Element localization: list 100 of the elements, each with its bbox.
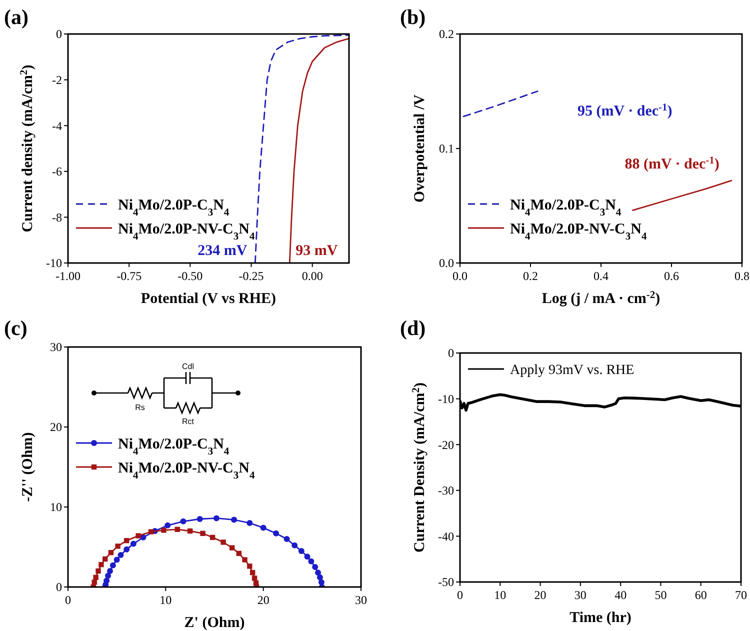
point	[92, 580, 97, 585]
x-tick-label: 70	[735, 588, 747, 602]
point	[136, 533, 141, 538]
point	[196, 516, 203, 522]
y-tick-label: -50	[438, 575, 454, 590]
x-axis-title: Potential (V vs RHE)	[140, 291, 276, 307]
point	[260, 524, 266, 531]
y-tick-label: -4	[52, 118, 62, 133]
point	[220, 540, 226, 545]
point	[104, 578, 110, 584]
annotation: Rs	[135, 403, 145, 412]
y-tick-label: -6	[52, 164, 62, 179]
x-tick-label: 0.00	[302, 269, 323, 283]
x-tick-label: -1.00	[56, 269, 80, 283]
point	[292, 542, 298, 548]
x-axis-title: Z' (Ohm)	[184, 615, 245, 631]
annotation: 234 mV	[198, 243, 248, 259]
x-tick-label: 0.4	[594, 269, 608, 283]
chart-title: (d)	[400, 316, 426, 340]
legend-label: Ni$_{4}$Mo/2.0P-C$_{3}$N$_{4}$	[118, 197, 230, 218]
point	[200, 530, 206, 536]
point	[164, 522, 171, 528]
x-tick-label: 20	[257, 593, 270, 607]
x-axis-title: Log (j / mA · cm$^{-2}$)	[542, 290, 660, 307]
legend-label: Ni$_{4}$Mo/2.0P-NV-C$_{3}$N$_{4}$	[510, 221, 648, 242]
y-tick-label: -40	[438, 529, 454, 544]
point	[98, 562, 104, 568]
line-series	[632, 180, 732, 212]
x-tick-label: 0	[65, 593, 71, 607]
legend-label: Apply 93mV vs. RHE	[510, 362, 634, 378]
point	[93, 574, 98, 580]
x-axis-title: Time (hr)	[570, 610, 632, 626]
x-tick-label: 40	[614, 588, 627, 602]
y-tick-label: 0.1	[439, 142, 454, 156]
point	[315, 570, 322, 576]
x-tick-label: 0	[457, 588, 463, 602]
line-series	[288, 38, 349, 263]
line-series	[254, 34, 349, 263]
x-tick-label: 30	[355, 593, 367, 607]
point	[304, 554, 310, 560]
y-tick-label: -2	[52, 73, 62, 87]
x-tick-label: 0.2	[523, 269, 538, 283]
point	[247, 564, 252, 569]
legend-label: Ni$_{4}$Mo/2.0P-NV-C$_{3}$N$_{4}$	[118, 221, 256, 242]
chart-title: (b)	[400, 5, 426, 29]
y-tick-label: -10	[46, 256, 62, 270]
y-tick-label: -20	[438, 438, 454, 452]
point	[161, 528, 166, 533]
y-tick-label: 0	[56, 27, 62, 42]
y-tick-label: 20	[50, 420, 62, 434]
chart-title: (c)	[4, 316, 28, 340]
x-tick-label: 50	[654, 588, 667, 602]
legend-label: Ni$_{4}$Mo/2.0P-C$_{3}$N$_{4}$	[510, 197, 622, 218]
x-tick-label: -0.50	[178, 269, 203, 283]
point	[187, 528, 193, 534]
point	[246, 520, 253, 526]
annotation: 95 (mV · dec$^{-1}$)	[578, 102, 672, 120]
legend-label: Ni$_{4}$Mo/2.0P-C$_{3}$N$_{4}$	[118, 436, 230, 457]
x-tick-label: 30	[574, 588, 586, 602]
point	[229, 545, 235, 550]
point	[124, 546, 130, 552]
point	[308, 558, 314, 564]
point	[210, 534, 216, 540]
point	[316, 574, 323, 580]
point	[180, 518, 186, 524]
point	[284, 536, 290, 542]
point	[252, 576, 258, 581]
point	[105, 572, 112, 579]
point	[298, 548, 304, 554]
y-axis-title: -Z'' (Ohm)	[20, 432, 36, 502]
point	[236, 550, 242, 556]
x-tick-label: 10	[494, 588, 506, 602]
y-tick-label: -8	[52, 210, 62, 224]
point	[102, 556, 108, 562]
chart-title: (a)	[4, 5, 28, 29]
x-tick-label: 60	[694, 588, 707, 602]
point	[114, 556, 120, 563]
x-tick-label: 20	[534, 588, 546, 602]
point	[231, 516, 238, 523]
x-tick-label: 0.6	[664, 269, 679, 283]
annotation: 93 mV	[296, 243, 338, 259]
x-tick-label: 0.0	[452, 269, 468, 283]
y-tick-label: 0	[448, 346, 454, 360]
point	[115, 544, 120, 549]
annotation: Rct	[182, 417, 195, 426]
y-tick-label: -10	[438, 392, 454, 406]
annotation: 88 (mV · dec$^{-1}$)	[624, 155, 720, 173]
y-tick-label: 0.2	[439, 27, 454, 42]
point	[96, 568, 101, 574]
y-tick-label: 0.0	[439, 256, 454, 270]
y-tick-label: -30	[438, 484, 454, 498]
point	[118, 552, 124, 558]
point	[130, 540, 136, 547]
point	[250, 570, 256, 576]
x-tick-label: -0.75	[116, 269, 142, 283]
point	[242, 557, 248, 562]
y-tick-label: 30	[50, 340, 62, 354]
point	[273, 530, 280, 536]
point	[106, 568, 113, 574]
y-tick-label: 10	[50, 500, 62, 514]
